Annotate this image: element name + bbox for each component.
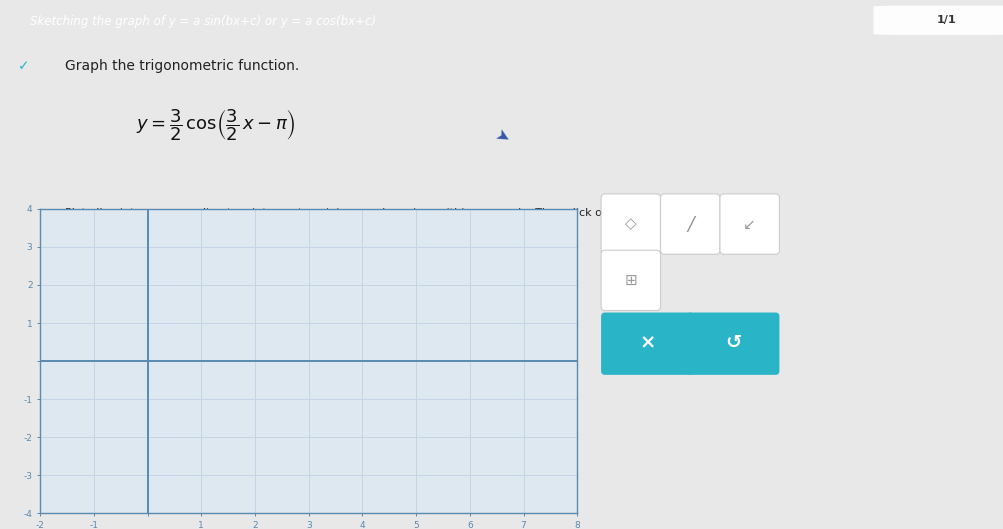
Text: ↙: ↙ xyxy=(742,216,755,232)
Text: 1/1: 1/1 xyxy=(936,15,956,25)
Text: ◇: ◇ xyxy=(624,216,636,232)
Text: Graph the trigonometric function.: Graph the trigonometric function. xyxy=(65,59,299,73)
FancyBboxPatch shape xyxy=(873,5,1003,35)
Text: ✓: ✓ xyxy=(18,59,30,73)
Text: /: / xyxy=(686,215,693,234)
FancyBboxPatch shape xyxy=(719,194,778,254)
Text: $y = \dfrac{3}{2}\,\cos\!\left(\dfrac{3}{2}\,x - \pi\right)$: $y = \dfrac{3}{2}\,\cos\!\left(\dfrac{3}… xyxy=(135,107,295,143)
Text: ➤: ➤ xyxy=(491,126,512,149)
FancyBboxPatch shape xyxy=(601,313,693,375)
FancyBboxPatch shape xyxy=(601,194,660,254)
Text: ×: × xyxy=(639,333,655,352)
Text: Plot all points corresponding to x-intercepts, minima, and maxima within one cyc: Plot all points corresponding to x-inter… xyxy=(65,208,771,218)
FancyBboxPatch shape xyxy=(601,250,660,311)
Text: ↺: ↺ xyxy=(724,333,740,352)
FancyBboxPatch shape xyxy=(660,194,719,254)
Text: ⊞: ⊞ xyxy=(624,273,637,288)
Text: Sketching the graph of y = a sin(bx+c) or y = a cos(bx+c): Sketching the graph of y = a sin(bx+c) o… xyxy=(30,15,376,29)
FancyBboxPatch shape xyxy=(686,313,778,375)
